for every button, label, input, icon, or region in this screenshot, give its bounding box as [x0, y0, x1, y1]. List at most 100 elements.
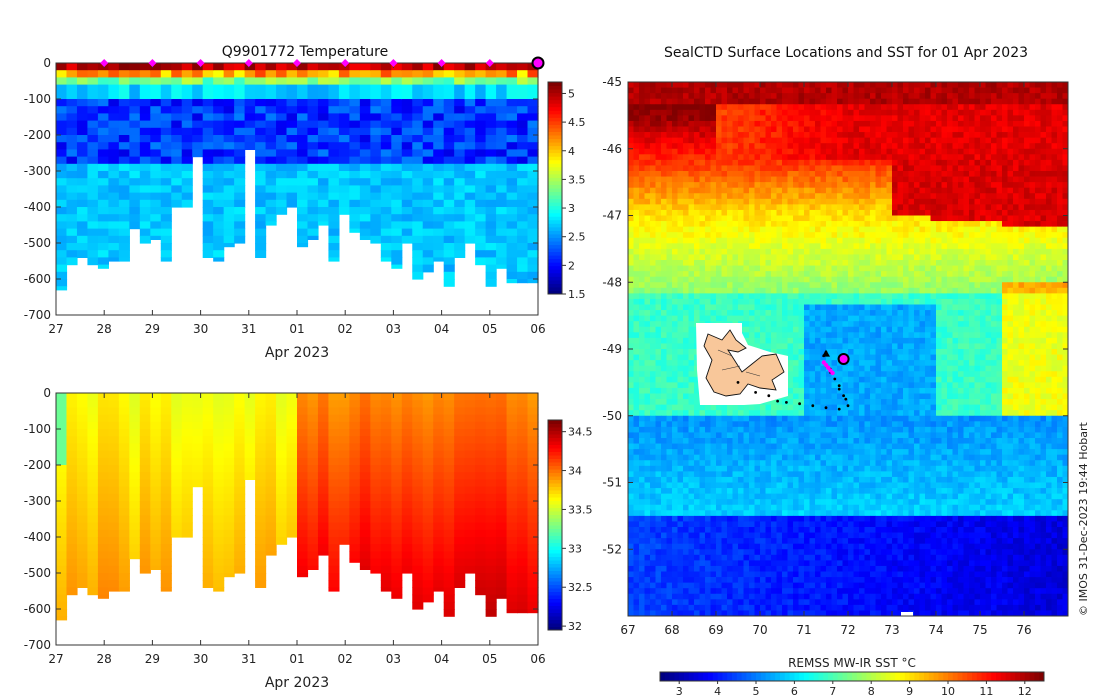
section-cell [338, 207, 350, 215]
section-cell [56, 414, 68, 423]
section-cell [160, 457, 172, 466]
sst-cell [666, 154, 673, 161]
section-cell [412, 63, 424, 71]
section-cell [213, 407, 225, 416]
section-cell [297, 393, 309, 401]
section-cell [66, 120, 78, 129]
section-cell [422, 472, 434, 480]
sst-cell [732, 198, 739, 205]
sst-cell [1007, 182, 1014, 189]
section-cell [317, 529, 330, 538]
sst-cell [798, 193, 805, 200]
sst-cell [650, 182, 656, 189]
section-cell [255, 429, 267, 437]
sst-cell [716, 182, 722, 189]
section-cell [496, 149, 508, 158]
section-cell [56, 207, 68, 215]
section-cell [422, 63, 434, 71]
section-cell [108, 457, 120, 466]
section-cell [370, 171, 382, 179]
sst-cell [672, 198, 678, 205]
sst-cell [804, 176, 810, 183]
section-cell [139, 106, 151, 114]
sst-cell [677, 143, 684, 150]
sst-cell [705, 165, 711, 172]
section-cell [76, 573, 89, 581]
sst-cell [1018, 154, 1025, 161]
section-cell [443, 221, 455, 230]
section-cell [464, 106, 476, 114]
section-cell [202, 522, 214, 531]
sst-cell [1046, 126, 1052, 133]
sst-cell [914, 137, 920, 144]
sst-cell [633, 148, 640, 155]
sst-cell [1002, 87, 1008, 94]
sst-cell [716, 126, 722, 133]
sst-cell [1057, 215, 1063, 222]
section-cell [244, 120, 256, 129]
sst-cell [650, 176, 656, 183]
section-cell [66, 106, 78, 114]
section-cell [349, 99, 361, 107]
section-cell [433, 185, 445, 194]
sst-cell [1046, 109, 1052, 116]
section-cell [297, 429, 309, 437]
sst-cell [1051, 98, 1058, 105]
section-cell [443, 199, 455, 208]
section-cell [108, 192, 120, 201]
sst-cell [903, 154, 909, 161]
sst-cell [1035, 115, 1041, 122]
sst-cell [1035, 120, 1041, 127]
section-cell [150, 135, 162, 143]
section-cell [454, 192, 466, 201]
section-cell [328, 199, 340, 208]
sst-cell [776, 98, 783, 105]
y-tick-label: -400 [24, 200, 51, 214]
colorbar-segment [548, 609, 562, 613]
sst-cell [941, 93, 948, 100]
sst-cell [985, 198, 992, 205]
section-cell [129, 163, 141, 172]
sst-cell [661, 143, 667, 150]
section-cell [160, 400, 172, 408]
section-cell [286, 199, 298, 208]
sst-cell [639, 176, 645, 183]
sst-cell [881, 187, 887, 194]
sst-cell [875, 215, 882, 222]
section-cell [380, 257, 392, 262]
section-cell [255, 573, 267, 581]
sst-cell [886, 165, 893, 172]
section-cell [202, 558, 214, 567]
sst-cell [787, 115, 794, 122]
section-cell [76, 400, 89, 408]
colorbar-segment [548, 549, 562, 554]
section-cell [276, 63, 288, 71]
sst-cell [1035, 154, 1041, 161]
x-tick-label: 02 [338, 652, 353, 666]
section-cell [401, 149, 413, 158]
sst-cell [771, 87, 777, 94]
section-cell [56, 565, 68, 574]
sst-cell [974, 148, 981, 155]
sst-cell [831, 93, 838, 100]
sst-cell [919, 159, 926, 166]
sst-cell [908, 159, 915, 166]
sst-cell [875, 143, 882, 150]
section-cell [87, 479, 99, 488]
sst-cell [633, 182, 640, 189]
sst-cell [782, 120, 788, 127]
sst-cell [683, 221, 689, 228]
section-cell [129, 185, 141, 194]
sst-cell [650, 193, 656, 200]
section-cell [412, 214, 424, 222]
sst-cell [859, 154, 865, 161]
sst-cell [743, 209, 750, 216]
section-cell [506, 199, 518, 208]
section-cell [443, 515, 455, 524]
section-cell [464, 91, 476, 100]
section-cell [129, 142, 141, 150]
sst-cell [633, 176, 640, 183]
sst-cell [804, 143, 810, 150]
section-cell [380, 522, 392, 531]
section-cell [223, 163, 235, 172]
